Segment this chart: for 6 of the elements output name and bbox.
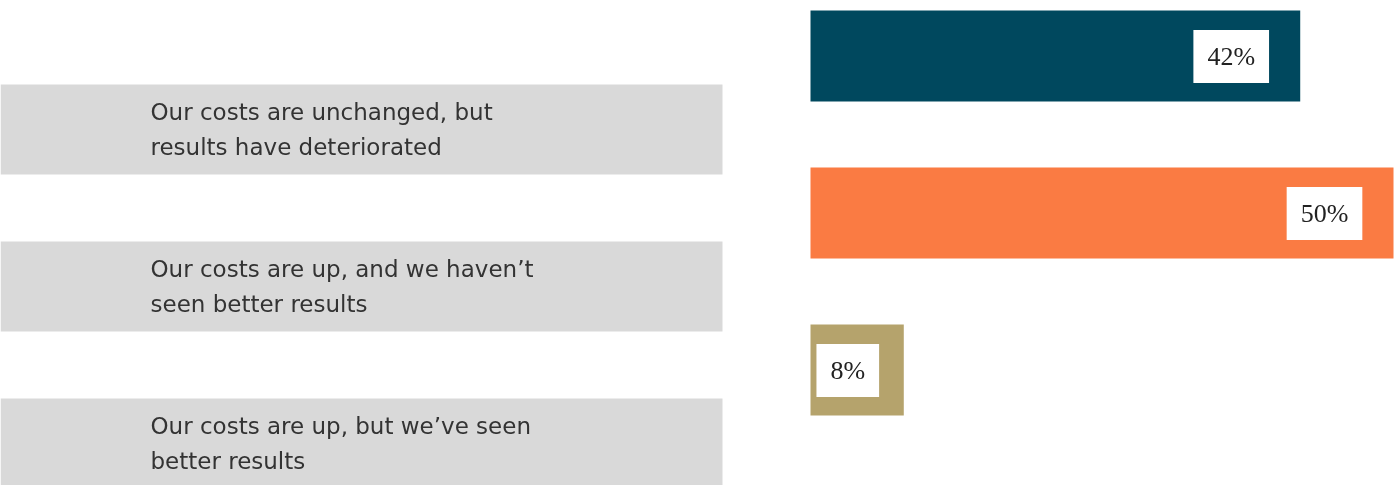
data-label: 42% [1207, 42, 1256, 71]
y-tick-label: Our costs are up, but we’ve seen better results [150, 412, 531, 475]
data-label: 50% [1300, 199, 1349, 228]
data-label: 8% [830, 356, 866, 385]
y-tick-label: Our costs are unchanged, but results have deteriorated [150, 98, 493, 161]
y-tick-label: Our costs are up, and we haven’t seen better results [150, 255, 534, 318]
